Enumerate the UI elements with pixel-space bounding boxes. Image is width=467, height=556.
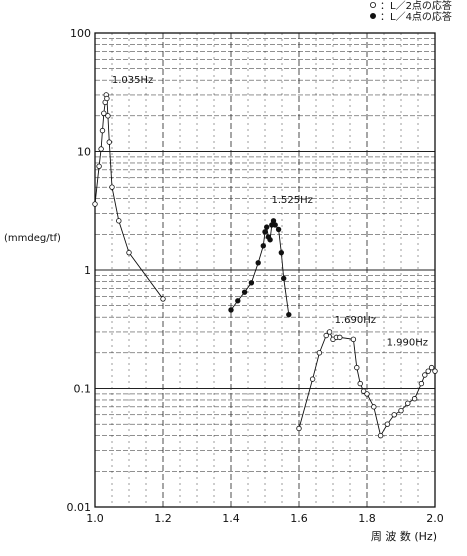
peak-label: 1.035Hz	[112, 75, 153, 86]
data-point	[384, 421, 391, 427]
data-point	[99, 127, 106, 134]
legend-marker	[369, 2, 376, 8]
data-point	[96, 163, 102, 170]
data-point	[109, 184, 115, 190]
data-point	[126, 249, 132, 256]
x-tick-label: 1.8	[358, 512, 376, 525]
data-point	[106, 139, 112, 145]
y-tick-label: 1	[84, 264, 91, 277]
data-point	[267, 237, 273, 243]
data-point	[228, 307, 234, 313]
data-point	[432, 368, 438, 374]
data-point	[160, 296, 166, 302]
legend-label: ：L／4点の応答	[380, 10, 452, 23]
data-point	[428, 364, 435, 371]
y-axis-label: (mmdeg/tf)	[4, 233, 61, 244]
data-point	[316, 350, 323, 356]
data-point	[104, 95, 110, 102]
data-point	[255, 260, 261, 266]
peak-label: 1.525Hz	[272, 195, 313, 206]
data-point	[411, 396, 418, 402]
x-tick-label: 1.4	[222, 512, 240, 525]
legend-marker	[369, 12, 376, 19]
plot-frame	[94, 32, 436, 508]
data-point	[391, 412, 397, 418]
legend: ：L／2点の応答：L／4点の応答	[369, 0, 452, 23]
data-point	[241, 289, 248, 295]
x-tick-label: 1.2	[154, 512, 172, 525]
data-point	[377, 432, 384, 439]
data-point	[418, 380, 425, 387]
data-point	[398, 407, 404, 414]
data-point	[281, 275, 287, 282]
data-point	[98, 146, 104, 152]
y-tick-label: 100	[70, 27, 91, 40]
peak-label: 1.990Hz	[387, 338, 428, 349]
data-point	[354, 364, 360, 371]
data-point	[371, 404, 377, 410]
data-point	[116, 218, 122, 224]
data-point	[422, 372, 428, 378]
axis-ticks: 1.0 1.2 1.4 1.6 1.8 2.0 0.01 0.1 1 10 100	[67, 27, 444, 525]
y-tick-label: 0.1	[74, 383, 92, 396]
data-point	[364, 391, 370, 397]
legend-label: ：L／2点の応答	[380, 0, 452, 12]
data-point	[260, 243, 266, 249]
data-point	[326, 329, 333, 335]
data-point	[278, 249, 285, 256]
x-tick-label: 1.0	[86, 512, 104, 525]
data-point	[272, 222, 278, 228]
x-tick-label: 1.6	[290, 512, 308, 525]
data-point	[309, 376, 316, 382]
y-tick-label: 0.01	[67, 501, 92, 514]
data-point	[286, 311, 292, 318]
data-point	[105, 113, 111, 119]
x-axis-label: 周 波 数 (Hz)	[371, 530, 437, 543]
grid	[94, 33, 436, 508]
x-tick-label: 2.0	[426, 512, 444, 525]
data-point	[405, 400, 411, 407]
data-point	[357, 380, 363, 387]
data-point	[235, 298, 241, 304]
data-point	[92, 201, 98, 207]
y-tick-label: 10	[77, 146, 91, 159]
annotations: 1.035Hz 1.525Hz 1.690Hz 1.990Hz	[112, 75, 428, 349]
data-point	[296, 425, 302, 432]
data-point	[350, 336, 357, 343]
data-point	[264, 224, 270, 230]
data-point	[248, 280, 255, 286]
peak-label: 1.690Hz	[335, 315, 376, 326]
data-point	[425, 368, 431, 374]
data-point	[262, 229, 268, 235]
data-point	[275, 226, 282, 233]
data-point	[337, 334, 343, 341]
data-series	[92, 92, 438, 439]
data-point	[101, 110, 107, 117]
data-point	[323, 332, 329, 339]
data-point	[360, 388, 367, 394]
